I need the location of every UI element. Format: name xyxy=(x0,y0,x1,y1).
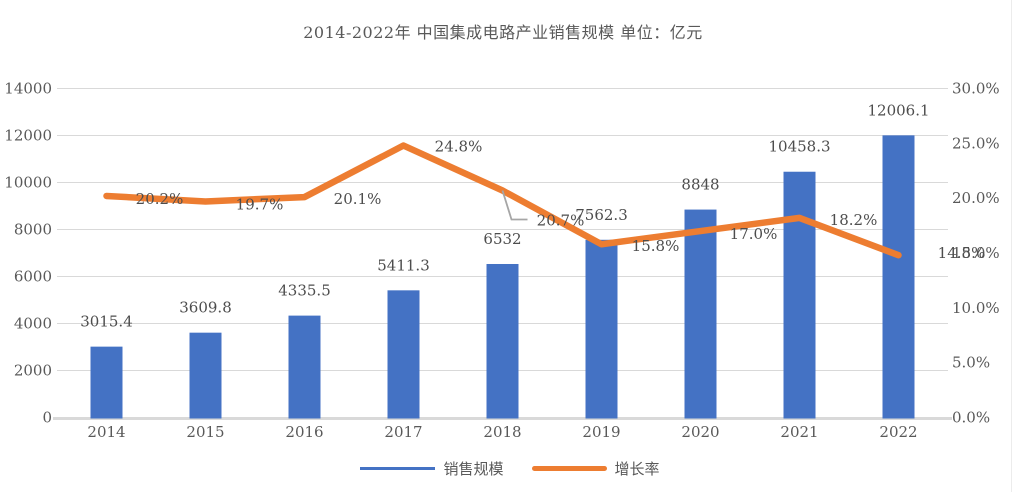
combo-chart-plot: 0 2000 4000 6000 8000 10000 12000 14000 0.0% 5.0%… xyxy=(4,80,1000,442)
x-axis-category-label: 2017 xyxy=(384,423,422,441)
y-axis-right-tick-label: 10.0% xyxy=(952,299,1000,317)
y-axis-left-tick-label: 14000 xyxy=(4,80,52,98)
x-axis-category-label: 2014 xyxy=(87,423,125,441)
x-axis-category-label: 2019 xyxy=(582,423,620,441)
y-axis-right-tick-label: 15.0% xyxy=(952,244,1000,262)
y-axis-left-tick-label: 2000 xyxy=(14,362,52,380)
y-axis-right-tick-label: 20.0% xyxy=(952,189,1000,207)
chart-area-right-border xyxy=(1011,0,1012,492)
y-axis-left-tick-label: 8000 xyxy=(14,221,52,239)
x-axis-category-label: 2018 xyxy=(483,423,521,441)
bar-2017 xyxy=(387,290,420,419)
bar-value-label: 10458.3 xyxy=(768,138,830,156)
bar-value-label: 3015.4 xyxy=(80,313,133,331)
bar-2016 xyxy=(288,315,321,419)
line-value-label: 20.2% xyxy=(136,190,184,208)
line-value-label: 17.0% xyxy=(730,225,778,243)
bar-value-label: 7562.3 xyxy=(575,206,628,224)
bar-value-label: 4335.5 xyxy=(278,282,331,300)
legend-label-growth: 增长率 xyxy=(614,460,660,478)
x-axis-category-label: 2016 xyxy=(285,423,323,441)
label-leader-line xyxy=(501,190,528,221)
bar-value-label: 6532 xyxy=(483,230,521,248)
bar-value-label: 8848 xyxy=(681,176,719,194)
bar-2015 xyxy=(189,332,222,419)
bar-value-label: 3609.8 xyxy=(179,299,232,317)
bar-value-label: 5411.3 xyxy=(377,256,430,274)
x-axis-category-label: 2022 xyxy=(879,423,917,441)
legend-item-sales: 销售规模 xyxy=(360,458,504,479)
line-value-label: 20.7% xyxy=(537,211,585,229)
line-value-label: 24.8% xyxy=(435,138,483,156)
bar-2022 xyxy=(882,135,915,419)
growth-series-line-icon xyxy=(531,465,607,472)
y-axis-right-tick-label: 30.0% xyxy=(952,80,1000,98)
x-axis-category-label: 2020 xyxy=(681,423,719,441)
line-value-label: 20.1% xyxy=(334,190,382,208)
line-value-label: 19.7% xyxy=(236,195,284,213)
y-axis-left-tick-label: 4000 xyxy=(14,315,52,333)
y-axis-left-tick-label: 6000 xyxy=(14,268,52,286)
bar-2020 xyxy=(684,209,717,419)
bar-2018 xyxy=(486,263,519,419)
chart-title: 2014-2022年 中国集成电路产业销售规模 单位：亿元 xyxy=(303,23,703,42)
legend-label-sales: 销售规模 xyxy=(443,460,504,478)
y-axis-left-tick-label: 10000 xyxy=(4,174,52,192)
line-value-label: 14.8% xyxy=(938,244,986,262)
y-axis-right-tick-label: 0.0% xyxy=(952,409,990,427)
y-axis-right-tick-label: 5.0% xyxy=(952,354,990,372)
legend-item-growth: 增长率 xyxy=(531,458,660,479)
bar-2014 xyxy=(90,346,123,419)
y-axis-right-tick-label: 25.0% xyxy=(952,134,1000,152)
x-axis-category-label: 2021 xyxy=(780,423,818,441)
y-axis-left-tick-label: 12000 xyxy=(4,127,52,145)
bar-value-label: 12006.1 xyxy=(867,101,929,119)
bar-2019 xyxy=(585,239,618,419)
line-value-label: 18.2% xyxy=(830,211,878,229)
bar-2021 xyxy=(783,171,816,419)
x-axis-category-label: 2015 xyxy=(186,423,224,441)
y-axis-left-tick-label: 0 xyxy=(42,409,52,427)
chart-legend: 销售规模 增长率 xyxy=(0,458,1020,479)
sales-series-line-icon xyxy=(360,467,436,470)
line-value-label: 15.8% xyxy=(632,237,680,255)
